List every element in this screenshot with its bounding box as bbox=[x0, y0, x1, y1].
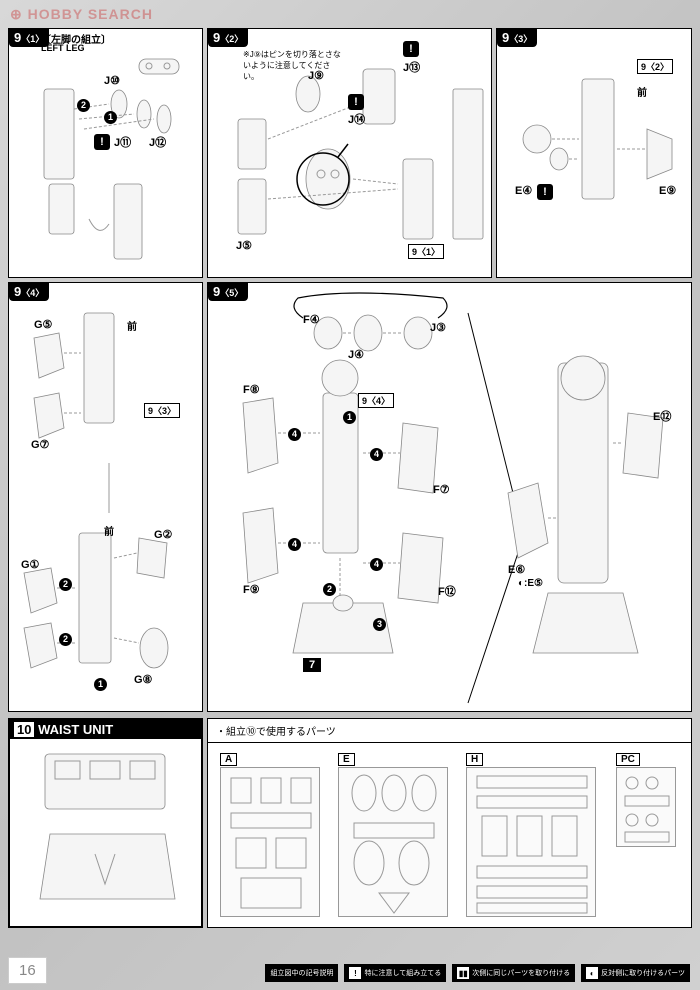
label-F4: F④ bbox=[303, 313, 320, 326]
diagram-9-5 bbox=[208, 283, 693, 713]
label-F9: F⑨ bbox=[243, 583, 260, 596]
runner-A: A bbox=[220, 753, 237, 766]
legend-item-3: ◐反対側に取り付けるパーツ bbox=[581, 964, 690, 982]
waist-preview bbox=[10, 739, 205, 929]
label-F12: F⑫ bbox=[438, 583, 456, 599]
panel-9-5: 9〈5〉 F④ J④ J③ F⑧ 9〈4〉 1 4 4 F⑦ F⑨ 4 4 F⑫… bbox=[207, 282, 692, 712]
runner-PC-box bbox=[616, 767, 676, 847]
legend-item-2: ▮▮次側に同じパーツを取り付ける bbox=[452, 964, 575, 982]
label-F8: F⑧ bbox=[243, 383, 260, 396]
seq-4a: 4 bbox=[288, 428, 301, 441]
legend-item-1: !特に注意して組み立てる bbox=[344, 964, 446, 982]
label-J12: J⑫ bbox=[149, 134, 166, 150]
seq-1b: 1 bbox=[94, 678, 107, 691]
panel-9-4: 9〈4〉 G⑤ 前 G⑦ 9〈3〉 前 G② G① 2 2 1 G⑧ bbox=[8, 282, 203, 712]
label-G5: G⑤ bbox=[34, 318, 52, 331]
legend: 組立図中の記号説明 !特に注意して組み立てる ▮▮次側に同じパーツを取り付ける … bbox=[265, 964, 690, 982]
seq-7-box: 7 bbox=[303, 658, 321, 672]
watermark: HOBBY SEARCH bbox=[10, 6, 153, 23]
seq-3: 3 bbox=[373, 618, 386, 631]
front-3: 前 bbox=[104, 523, 114, 538]
front-1: 前 bbox=[637, 84, 647, 99]
seq-2b: 2 bbox=[59, 578, 72, 591]
warn-icon: ! bbox=[94, 134, 110, 150]
label-F7: F⑦ bbox=[433, 483, 450, 496]
seq-1c: 1 bbox=[343, 411, 356, 424]
legend-header: 組立図中の記号説明 bbox=[265, 964, 338, 982]
label-G1: G① bbox=[21, 558, 39, 571]
seq-4c: 4 bbox=[288, 538, 301, 551]
label-J11: J⑪ bbox=[114, 134, 131, 150]
seq-2c: 2 bbox=[59, 633, 72, 646]
label-E12: E⑫ bbox=[653, 408, 671, 424]
label-E4: E④ bbox=[515, 184, 532, 197]
panel-9-3: 9〈3〉 9〈2〉 前 E④ ! E⑨ bbox=[496, 28, 692, 278]
panel-10-title: 10 WAIST UNIT bbox=[8, 718, 203, 928]
parts-header: ・組立⑩で使用するパーツ bbox=[208, 719, 691, 743]
warn-icon-e4: ! bbox=[537, 184, 553, 200]
ref-9-1: 9〈1〉 bbox=[408, 244, 444, 259]
panel-9-1: 9〈1〉 〔左脚の組立〕 LEFT LEG J⑩ 2 1 J⑪ ! J⑫ bbox=[8, 28, 203, 278]
runner-E: E bbox=[338, 753, 355, 766]
label-J5: J⑤ bbox=[236, 239, 252, 252]
runner-A-box bbox=[220, 767, 320, 917]
label-J9: J⑨ bbox=[308, 69, 324, 82]
page-number: 16 bbox=[8, 957, 47, 984]
runner-PC: PC bbox=[616, 753, 640, 766]
runner-E-box bbox=[338, 767, 448, 917]
warn-icon-3: ! bbox=[403, 41, 419, 57]
seq-4b: 4 bbox=[370, 448, 383, 461]
panel-9-2: 9〈2〉 ※J⑨はピンを切り落とさないように注意してください。 J⑨ ! J⑭ … bbox=[207, 28, 492, 278]
label-G2: G② bbox=[154, 528, 172, 541]
seq-2: 2 bbox=[77, 99, 90, 112]
runner-H-box bbox=[466, 767, 596, 917]
runner-H: H bbox=[466, 753, 483, 766]
seq-2d: 2 bbox=[323, 583, 336, 596]
ref-9-3: 9〈3〉 bbox=[144, 403, 180, 418]
label-E6: E⑥ bbox=[508, 563, 525, 576]
seq-1: 1 bbox=[104, 111, 117, 124]
label-J3: J③ bbox=[430, 321, 446, 334]
label-G8: G⑧ bbox=[134, 673, 152, 686]
ref-9-4: 9〈4〉 bbox=[358, 393, 394, 408]
label-E5: ◐:E⑤ bbox=[518, 578, 543, 589]
label-J10: J⑩ bbox=[104, 74, 120, 87]
seq-4d: 4 bbox=[370, 558, 383, 571]
label-E9: E⑨ bbox=[659, 184, 676, 197]
label-J14: J⑭ bbox=[348, 111, 365, 127]
diagram-9-1 bbox=[9, 29, 204, 279]
diagram-9-4 bbox=[9, 283, 204, 713]
warn-icon-2: ! bbox=[348, 94, 364, 110]
label-J13: J⑬ bbox=[403, 59, 420, 75]
front-2: 前 bbox=[127, 318, 137, 333]
ref-9-2: 9〈2〉 bbox=[637, 59, 673, 74]
panel-10-parts: ・組立⑩で使用するパーツ A E H PC bbox=[207, 718, 692, 928]
label-J4: J④ bbox=[348, 348, 364, 361]
section-10-num: 10 bbox=[14, 722, 34, 737]
section-10-title: WAIST UNIT bbox=[38, 722, 113, 737]
label-G7: G⑦ bbox=[31, 438, 49, 451]
